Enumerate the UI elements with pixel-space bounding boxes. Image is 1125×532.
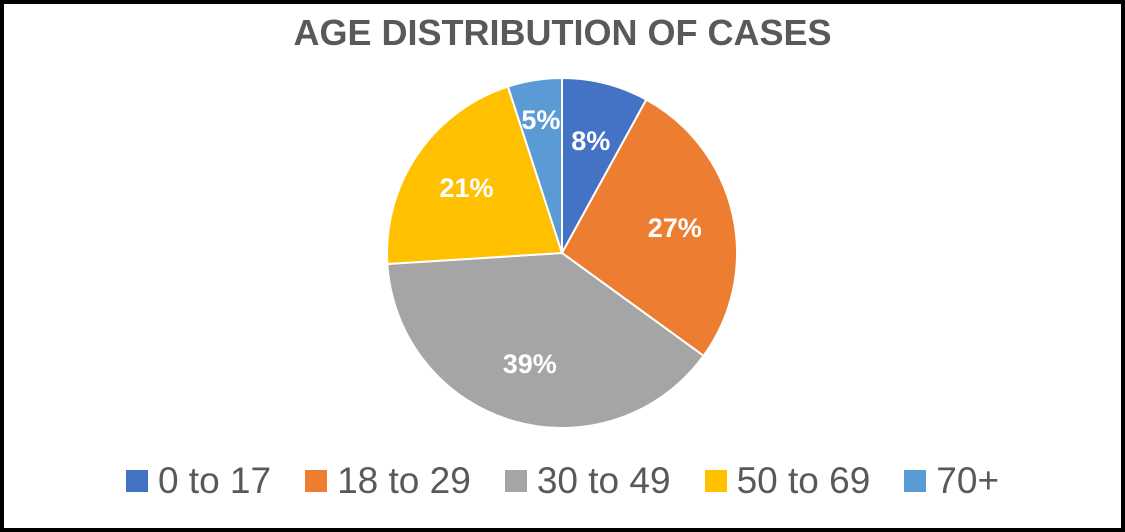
pie-slice-30-to-49 [386,251,705,429]
data-label-70: 5% [521,105,560,135]
legend-label: 50 to 69 [736,460,871,501]
data-label-50-to-69: 21% [439,173,493,203]
legend-label: 18 to 29 [337,460,471,501]
legend-item-30-to-49: 30 to 49 [504,460,671,502]
pie-slice-50-to-69 [386,85,564,266]
legend: 0 to 17 18 to 29 30 to 49 50 to 69 70+ [4,456,1121,506]
legend-item-50-to-69: 50 to 69 [704,460,871,502]
legend-label: 0 to 17 [157,460,272,501]
pie-slice-18-to-29 [560,98,738,358]
pie-chart: 8% 27% 39% 21% 5% [386,76,738,429]
legend-swatch [125,470,148,492]
legend-item-0-to-17: 0 to 17 [125,460,272,502]
data-label-0-to-17: 8% [571,126,610,156]
legend-item-18-to-29: 18 to 29 [305,460,471,502]
legend-label: 30 to 49 [536,460,671,501]
legend-swatch [904,470,927,492]
legend-label: 70+ [936,460,1000,501]
pie-slice-70 [506,76,563,254]
legend-swatch [504,470,527,492]
legend-swatch [704,470,727,492]
legend-swatch [305,470,328,492]
chart-title: AGE DISTRIBUTION OF CASES [293,12,832,53]
data-label-18-to-29: 27% [648,213,702,243]
legend-item-70: 70+ [904,460,999,502]
data-label-30-to-49: 39% [503,349,557,379]
